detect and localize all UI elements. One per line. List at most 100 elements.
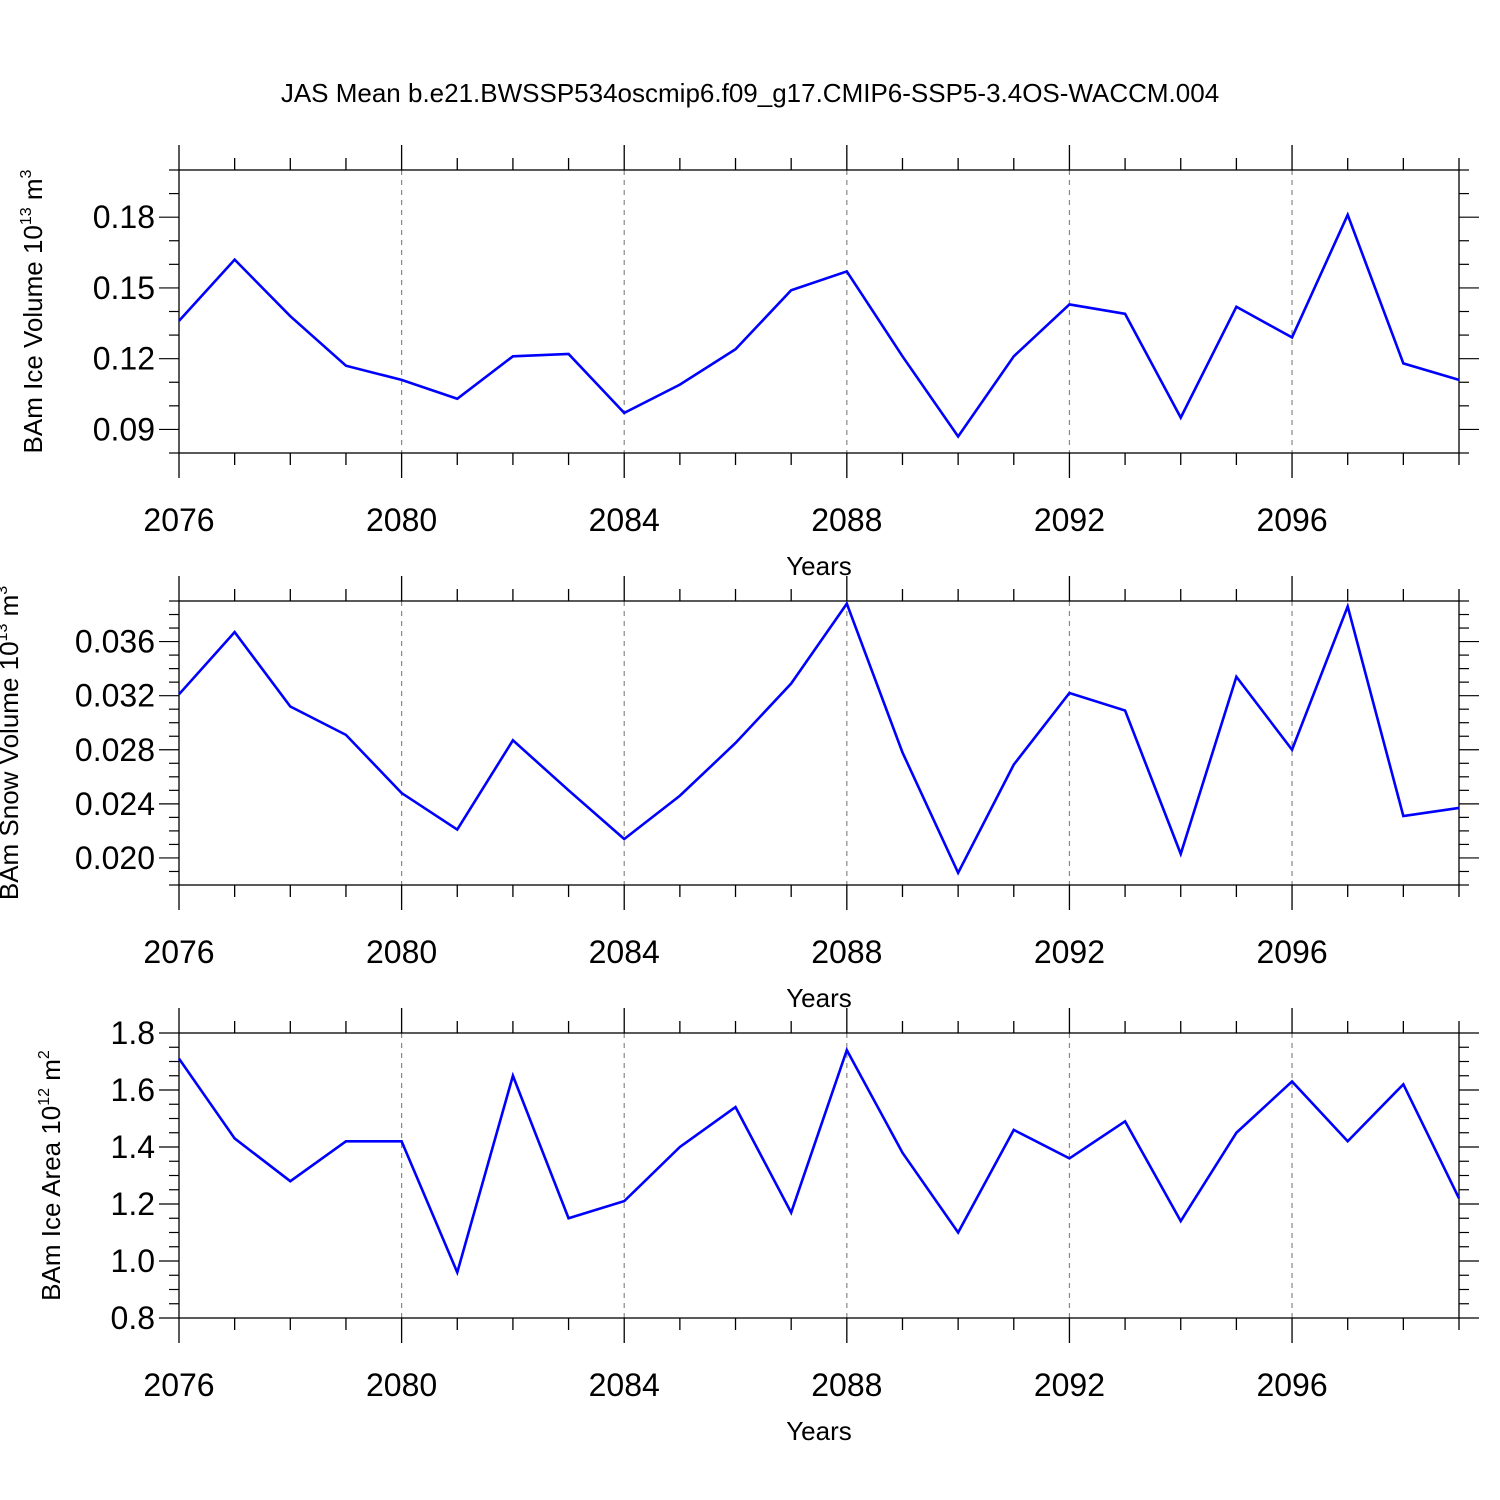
x-tick-label: 2080: [366, 934, 437, 970]
y-axis-label-unit-exponent: 3: [18, 169, 35, 178]
data-point: [735, 1106, 737, 1108]
data-point: [1068, 692, 1070, 694]
data-point: [1402, 1083, 1404, 1085]
data-point: [1068, 1157, 1070, 1159]
data-point: [1068, 303, 1070, 305]
data-point: [1458, 1197, 1460, 1199]
x-tick-label: 2092: [1034, 1367, 1105, 1403]
data-series-line: [178, 211, 1460, 439]
data-point: [456, 1271, 458, 1273]
plot-frame: [178, 169, 1460, 454]
data-point: [1458, 379, 1460, 381]
y-axis-label: BAm Ice Volume 1013 m3: [18, 169, 48, 453]
data-point: [234, 631, 236, 633]
y-axis-label-unit-exponent: 3: [0, 586, 11, 595]
x-axis-label: Years: [786, 1416, 852, 1446]
data-point: [178, 1058, 180, 1060]
data-point: [1235, 676, 1237, 678]
data-point: [1347, 1140, 1349, 1142]
chart-panel-3: 0.8 1.0 1.2 1.4 1.6 1.8 2076 2080 2084 2088 2092 20…: [36, 1008, 1479, 1446]
x-tick-label: 2080: [366, 1367, 437, 1403]
y-axis-label-text: BAm Ice Volume 10: [18, 225, 48, 453]
x-axis-label: Years: [786, 983, 852, 1013]
data-point: [568, 789, 570, 791]
data-point: [679, 795, 681, 797]
x-tick-label: 2096: [1256, 1367, 1327, 1403]
data-point: [345, 1140, 347, 1142]
y-axis-label: BAm Snow Volume 1013 m3: [0, 586, 24, 900]
data-point: [846, 603, 848, 605]
data-point: [846, 270, 848, 272]
y-axis-label-exponent: 13: [18, 207, 35, 225]
data-point: [1291, 749, 1293, 751]
x-tick-label: 2092: [1034, 502, 1105, 538]
y-tick-label: 1.4: [111, 1129, 155, 1165]
data-point: [234, 259, 236, 261]
data-point: [1013, 355, 1015, 357]
data-point: [1347, 214, 1349, 216]
y-axis-label-text: BAm Ice Area 10: [36, 1106, 66, 1301]
y-tick-label: 0.020: [75, 840, 155, 876]
y-tick-label: 0.036: [75, 624, 155, 660]
data-point: [234, 1137, 236, 1139]
y-axis-label-exponent: 13: [0, 624, 11, 642]
chart-panel-1: 0.09 0.12 0.15 0.18 2076 2080 2084 2088 2092 2096…: [18, 145, 1479, 581]
data-point: [401, 1140, 403, 1142]
x-tick-label: 2084: [589, 502, 660, 538]
data-point: [512, 1075, 514, 1077]
data-point: [568, 1217, 570, 1219]
data-point: [289, 315, 291, 317]
x-tick-label: 2096: [1256, 502, 1327, 538]
data-point: [568, 353, 570, 355]
y-tick-label: 0.024: [75, 786, 155, 822]
data-point: [901, 1152, 903, 1154]
x-tick-label: 2088: [811, 1367, 882, 1403]
y-tick-label: 1.0: [111, 1243, 155, 1279]
data-point: [735, 348, 737, 350]
x-tick-label: 2076: [143, 934, 214, 970]
y-tick-label: 0.12: [93, 341, 155, 377]
data-point: [1013, 764, 1015, 766]
data-point: [957, 1232, 959, 1234]
data-point: [901, 355, 903, 357]
x-tick-label: 2076: [143, 502, 214, 538]
x-tick-label: 2084: [589, 934, 660, 970]
data-point: [957, 872, 959, 874]
y-tick-label: 1.2: [111, 1186, 155, 1222]
data-point: [1124, 1120, 1126, 1122]
y-tick-label: 0.028: [75, 732, 155, 768]
y-axis-label-text: BAm Snow Volume 10: [0, 641, 24, 900]
data-series-line: [178, 600, 1460, 876]
data-point: [1458, 807, 1460, 809]
y-axis-label: BAm Ice Area 1012 m2: [36, 1050, 66, 1301]
x-tick-label: 2088: [811, 934, 882, 970]
x-tick-label: 2084: [589, 1367, 660, 1403]
data-point: [345, 365, 347, 367]
data-point: [1291, 1080, 1293, 1082]
data-point: [1402, 815, 1404, 817]
data-point: [957, 435, 959, 437]
x-axis-label: Years: [786, 551, 852, 581]
data-point: [1235, 1132, 1237, 1134]
data-point: [846, 1049, 848, 1051]
y-tick-label: 0.15: [93, 270, 155, 306]
data-point: [790, 289, 792, 291]
data-point: [1291, 336, 1293, 338]
data-point: [1180, 417, 1182, 419]
data-point: [401, 792, 403, 794]
y-tick-label: 1.6: [111, 1072, 155, 1108]
data-point: [289, 705, 291, 707]
data-point: [623, 838, 625, 840]
y-tick-label: 0.8: [111, 1300, 155, 1336]
data-point: [790, 1212, 792, 1214]
y-tick-label: 1.8: [111, 1015, 155, 1051]
data-point: [679, 384, 681, 386]
data-point: [456, 398, 458, 400]
data-point: [178, 693, 180, 695]
y-axis-label-unit-exponent: 2: [36, 1050, 53, 1059]
data-point: [289, 1180, 291, 1182]
x-tick-label: 2088: [811, 502, 882, 538]
chart-panel-2: 0.020 0.024 0.028 0.032 0.036 2076 2080 2084 208…: [0, 576, 1479, 1013]
data-point: [1124, 313, 1126, 315]
